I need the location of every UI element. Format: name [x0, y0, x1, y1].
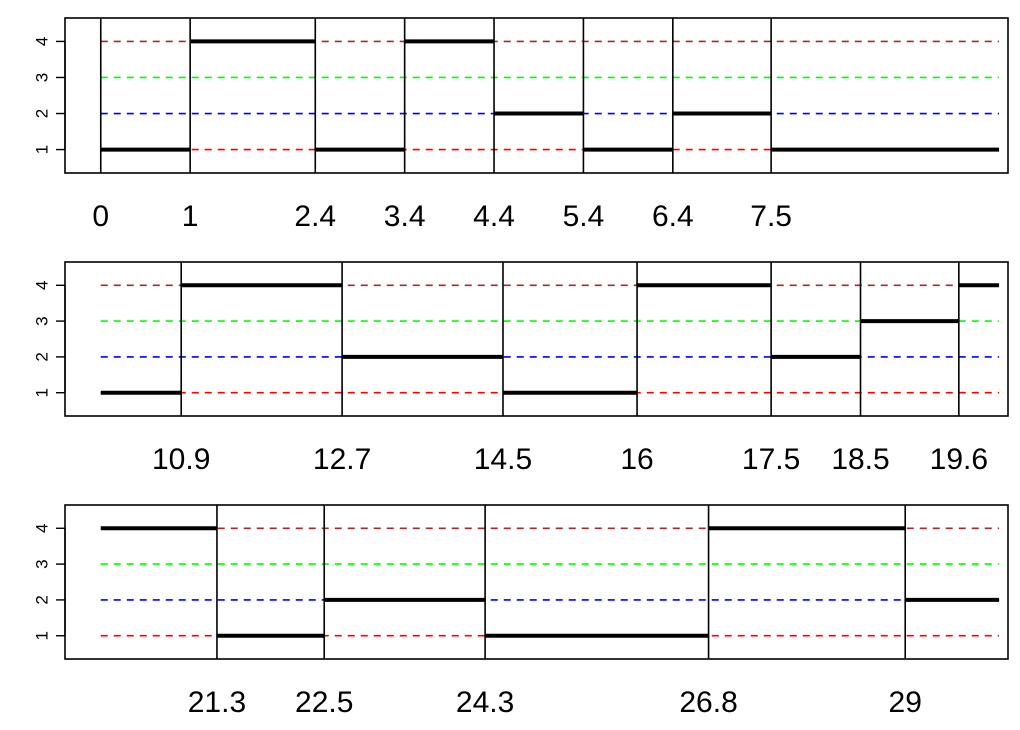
boundary-label: 7.5: [750, 200, 792, 233]
panel-2: 1 2 3 4 10.9 12.7 14.5 16 17.5 18.5 19.6: [32, 261, 1009, 476]
panel-3: 1 2 3 4 21.3 22.5 24.3 26.8 29: [32, 504, 1009, 719]
boundary-label: 22.5: [295, 686, 353, 719]
y-tick-label: 3: [32, 316, 51, 325]
y-tick-label: 4: [32, 37, 51, 46]
y-tick-label: 4: [32, 281, 51, 290]
boundary-label: 17.5: [742, 443, 800, 476]
y-tick-label: 2: [32, 595, 51, 604]
y-tick-label: 2: [32, 109, 51, 118]
y-tick-label: 1: [32, 388, 51, 397]
boundary-label: 26.8: [679, 686, 737, 719]
boundary-label: 6.4: [652, 200, 694, 233]
boundary-label: 18.5: [831, 443, 889, 476]
y-tick-label: 1: [32, 631, 51, 640]
boundary-label: 29: [889, 686, 922, 719]
y-tick-label: 4: [32, 524, 51, 533]
panel-1: 1 2 3 4 0 1 2.4 3.4 4.4 5.4 6.4 7.5: [32, 17, 1009, 233]
boundary-label: 24.3: [456, 686, 514, 719]
boundary-label: 16: [620, 443, 653, 476]
boundary-label: 4.4: [473, 200, 515, 233]
boundary-label: 14.5: [474, 443, 532, 476]
boundary-label: 0: [92, 200, 109, 233]
boundary-label: 5.4: [563, 200, 605, 233]
boundary-label: 12.7: [313, 443, 371, 476]
boundary-label: 3.4: [384, 200, 426, 233]
y-tick-label: 3: [32, 559, 51, 568]
y-tick-label: 2: [32, 352, 51, 361]
y-tick-label: 3: [32, 73, 51, 82]
boundary-label: 21.3: [188, 686, 246, 719]
boundary-label: 10.9: [152, 443, 210, 476]
y-tick-label: 1: [32, 145, 51, 154]
boundary-label: 1: [182, 200, 199, 233]
boundary-label: 19.6: [930, 443, 988, 476]
boundary-label: 2.4: [294, 200, 336, 233]
